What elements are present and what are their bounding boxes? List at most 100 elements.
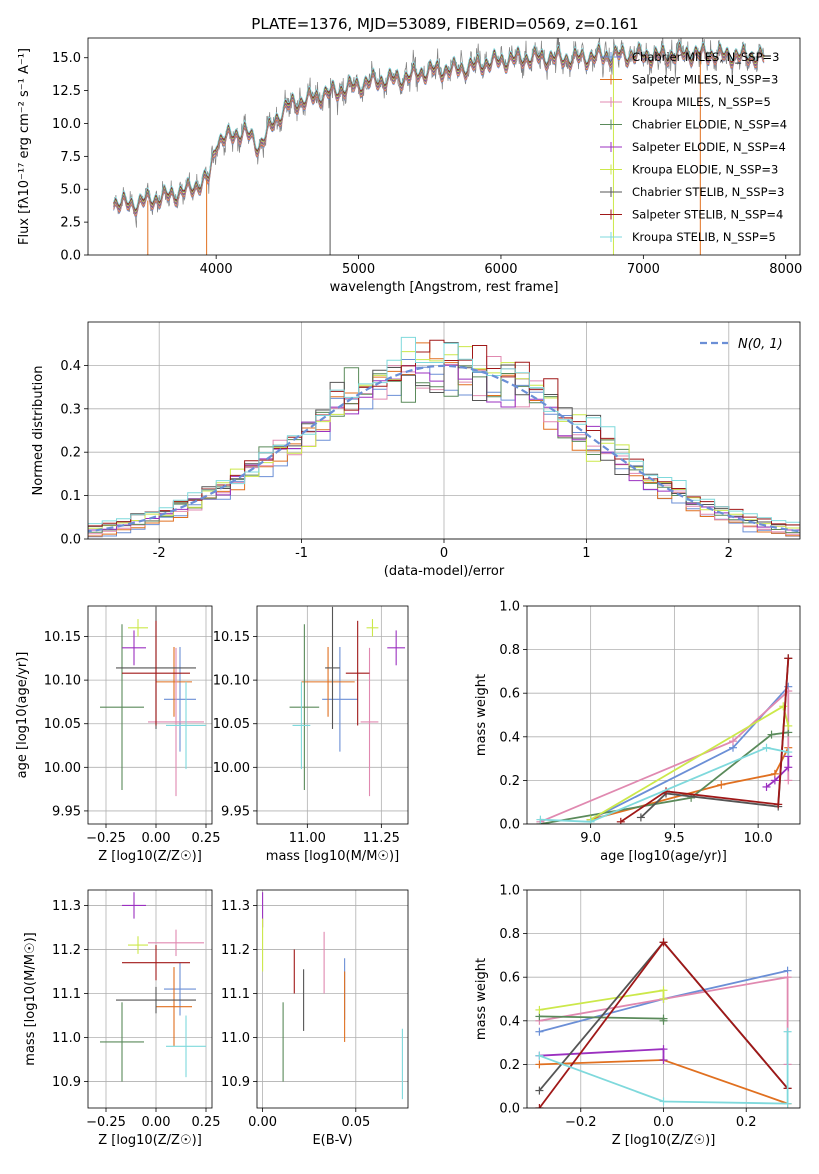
legend-label: Kroupa MILES, N_SSP=5	[632, 95, 771, 109]
x-tick-label: −0.25	[86, 831, 126, 846]
x-tick-label: 11.00	[289, 831, 326, 846]
x-tick-label: 0	[440, 546, 448, 561]
legend-label: Chabrier MILES, N_SSP=3	[632, 50, 779, 64]
x-tick-label: 6000	[484, 262, 517, 277]
x-axis-label: mass [log10(M/M☉)]	[266, 849, 399, 864]
frame-mass-weight-vs-Z: −0.2 0.0 0.2 0.0 0.2 0.4 0.6 0.8 1.0 Z [log10(Z/Z…	[474, 884, 801, 1148]
frame-mass-weight-vs-age: 9.0 9.5 10.0 0.0 0.2 0.4 0.6 0.8 1.0 age [log10(a…	[474, 600, 801, 864]
y-tick-label: 11.1	[221, 987, 250, 1002]
legend-label: Chabrier STELIB, N_SSP=3	[632, 185, 784, 199]
y-tick-label: 11.2	[221, 943, 250, 958]
y-tick-label: 0.0	[60, 249, 81, 264]
x-tick-label: -1	[295, 546, 308, 561]
y-tick-label: 0.6	[499, 687, 520, 702]
y-axis-label: Normed distribution	[31, 366, 46, 496]
legend-label: N(0, 1)	[738, 337, 783, 352]
y-tick-label: 15.0	[52, 51, 81, 66]
legend-label: Salpeter STELIB, N_SSP=4	[632, 208, 783, 222]
y-tick-label: 0.1	[60, 489, 81, 504]
plot-frame	[256, 889, 409, 1109]
x-axis-label: Z [log10(Z/Z☉)]	[98, 849, 202, 864]
y-tick-label: 10.15	[44, 630, 81, 645]
plot-frame	[87, 889, 213, 1109]
weight-series-line	[539, 1031, 789, 1105]
y-tick-label: 0.8	[499, 927, 520, 942]
frame-age-vs-mass: 11.00 11.25 9.95 10.00 10.05 10.10 10.15 mass […	[213, 605, 409, 864]
x-tick-label: −0.25	[86, 1115, 126, 1130]
axes-age-vs-mass	[257, 606, 408, 824]
x-tick-label: 11.25	[363, 831, 400, 846]
weight-series-line	[620, 658, 790, 823]
y-tick-label: 9.95	[52, 804, 81, 819]
y-tick-label: 11.1	[52, 987, 81, 1002]
y-tick-label: 11.3	[52, 899, 81, 914]
y-axis-label: mass weight	[474, 958, 489, 1040]
axes-spectrum	[113, 38, 765, 255]
y-tick-label: 11.2	[52, 943, 81, 958]
model-spectrum-line	[113, 40, 765, 210]
x-tick-label: 0.00	[142, 831, 171, 846]
x-tick-label: 7000	[627, 262, 660, 277]
y-tick-label: 12.5	[52, 84, 81, 99]
frame-mass-vs-Z: −0.25 0.00 0.25 10.9 11.0 11.1 11.2 11.3 Z [log1…	[23, 889, 220, 1148]
normal-distribution-curve	[88, 364, 800, 533]
plot-frame	[87, 605, 213, 825]
x-tick-label: 9.0	[580, 831, 601, 846]
x-tick-label: 4000	[200, 262, 233, 277]
histogram-steps	[88, 336, 800, 538]
x-tick-label: -2	[153, 546, 166, 561]
x-axis-label: age [log10(age/yr)]	[600, 849, 727, 864]
y-tick-label: 1.0	[499, 884, 520, 899]
frame-age-vs-Z: −0.25 0.00 0.25 9.95 10.00 10.05 10.10 10.15 Z […	[15, 605, 221, 864]
y-axis-label: mass [log10(M/M☉)]	[23, 932, 38, 1065]
x-tick-label: 2	[725, 546, 733, 561]
y-tick-label: 0.8	[499, 643, 520, 658]
weight-lines	[536, 654, 793, 824]
y-tick-label: 10.05	[44, 717, 81, 732]
y-tick-label: 10.15	[213, 630, 250, 645]
y-tick-label: 0.0	[499, 818, 520, 833]
legend-label: Chabrier ELODIE, N_SSP=4	[632, 118, 787, 132]
y-tick-label: 0.2	[499, 1058, 520, 1073]
y-tick-label: 0.0	[499, 1102, 520, 1117]
y-tick-label: 0.4	[499, 730, 520, 745]
y-tick-label: 5.0	[60, 183, 81, 198]
y-tick-label: 1.0	[499, 600, 520, 615]
weight-lines	[535, 938, 792, 1108]
y-tick-label: 10.05	[213, 717, 250, 732]
x-axis-label: (data-model)/error	[384, 564, 505, 579]
y-tick-label: 10.9	[221, 1075, 250, 1090]
residual-histogram-line	[88, 336, 800, 527]
y-tick-label: 7.5	[60, 150, 81, 165]
x-tick-label: 8000	[769, 262, 802, 277]
legend-label: Kroupa STELIB, N_SSP=5	[632, 230, 776, 244]
x-axis-label: Z [log10(Z/Z☉)]	[98, 1133, 202, 1148]
weight-series-line	[540, 746, 789, 823]
y-tick-label: 9.95	[221, 804, 250, 819]
y-tick-label: 0.3	[60, 402, 81, 417]
x-axis-label: wavelength [Angstrom, rest frame]	[330, 280, 559, 295]
x-axis-label: E(B-V)	[312, 1133, 352, 1148]
y-tick-label: 10.0	[52, 117, 81, 132]
errorbars	[289, 606, 406, 797]
x-tick-label: 10.0	[744, 831, 773, 846]
y-tick-label: 11.3	[221, 899, 250, 914]
errorbars	[262, 892, 403, 1100]
y-axis-label: mass weight	[474, 674, 489, 756]
y-tick-label: 10.00	[44, 761, 81, 776]
plot-frame	[87, 37, 801, 256]
x-tick-label: 0.00	[142, 1115, 171, 1130]
figure-title: PLATE=1376, MJD=53089, FIBERID=0569, z=0…	[251, 15, 638, 33]
frame-spectrum: 4000 5000 6000 7000 8000 0.0 2.5 5.0 7.5 10.0 12.5…	[17, 37, 802, 295]
x-tick-label: −0.2	[565, 1115, 597, 1130]
legend-label: Kroupa ELODIE, N_SSP=3	[632, 163, 778, 177]
errorbars	[100, 892, 206, 1082]
spectrum-legend: Chabrier MILES, N_SSP=3 Salpeter MILES, N…	[600, 50, 787, 244]
axes-age-vs-Z	[88, 606, 212, 824]
y-tick-label: 0.2	[60, 446, 81, 461]
y-tick-label: 10.9	[52, 1075, 81, 1090]
y-axis-label: Flux [fλ10⁻¹⁷ erg cm⁻² s⁻¹ A⁻¹]	[17, 48, 32, 245]
x-tick-label: 0.25	[192, 831, 221, 846]
x-tick-label: 0.2	[736, 1115, 757, 1130]
